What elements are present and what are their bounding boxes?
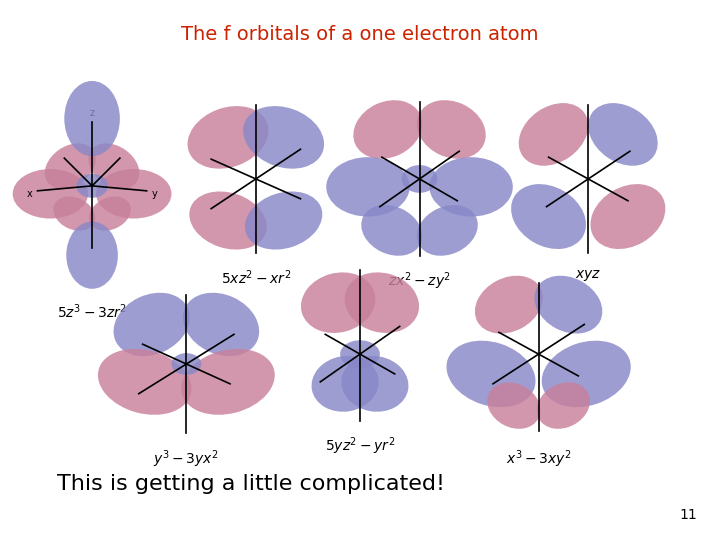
- Ellipse shape: [511, 184, 586, 249]
- Ellipse shape: [301, 272, 375, 333]
- Ellipse shape: [243, 106, 324, 168]
- Ellipse shape: [537, 382, 590, 429]
- Text: $xyz$: $xyz$: [575, 268, 601, 283]
- Ellipse shape: [171, 353, 201, 375]
- Text: $zx^2-zy^2$: $zx^2-zy^2$: [388, 270, 451, 292]
- Ellipse shape: [181, 349, 275, 415]
- Ellipse shape: [340, 340, 380, 368]
- Ellipse shape: [66, 221, 118, 289]
- Ellipse shape: [245, 192, 323, 249]
- Text: This is getting a little complicated!: This is getting a little complicated!: [58, 474, 446, 494]
- Ellipse shape: [541, 341, 631, 407]
- Ellipse shape: [89, 144, 140, 189]
- Text: $5yz^2-yr^2$: $5yz^2-yr^2$: [325, 435, 395, 457]
- Text: The f orbitals of a one electron atom: The f orbitals of a one electron atom: [181, 24, 539, 44]
- Ellipse shape: [402, 165, 437, 193]
- Ellipse shape: [487, 382, 541, 429]
- Ellipse shape: [518, 103, 588, 166]
- Ellipse shape: [183, 293, 259, 356]
- Ellipse shape: [429, 157, 513, 217]
- Ellipse shape: [96, 169, 171, 219]
- Ellipse shape: [45, 144, 96, 189]
- Ellipse shape: [446, 341, 536, 407]
- Ellipse shape: [188, 106, 269, 168]
- Text: x: x: [27, 189, 32, 199]
- Ellipse shape: [98, 349, 192, 415]
- Text: 11: 11: [680, 508, 698, 522]
- Ellipse shape: [114, 293, 190, 356]
- Ellipse shape: [361, 205, 422, 256]
- Ellipse shape: [417, 100, 486, 159]
- Ellipse shape: [590, 184, 665, 249]
- Ellipse shape: [354, 100, 422, 159]
- Ellipse shape: [189, 192, 266, 249]
- Ellipse shape: [534, 276, 603, 334]
- Ellipse shape: [76, 174, 108, 198]
- Ellipse shape: [475, 276, 543, 334]
- Text: z: z: [89, 107, 94, 118]
- Text: $y^3-3yx^2$: $y^3-3yx^2$: [153, 448, 220, 470]
- Text: y: y: [152, 189, 158, 199]
- Ellipse shape: [13, 169, 88, 219]
- Ellipse shape: [53, 197, 95, 231]
- Ellipse shape: [588, 103, 657, 166]
- Ellipse shape: [64, 81, 120, 156]
- Ellipse shape: [326, 157, 410, 217]
- Ellipse shape: [341, 356, 408, 411]
- Ellipse shape: [417, 205, 478, 256]
- Ellipse shape: [312, 356, 379, 411]
- Text: $5xz^2-xr^2$: $5xz^2-xr^2$: [220, 268, 291, 287]
- Text: $x^3-3xy^2$: $x^3-3xy^2$: [505, 448, 572, 470]
- Ellipse shape: [89, 197, 131, 231]
- Ellipse shape: [345, 272, 419, 333]
- Text: $5z^3-3zr^2$: $5z^3-3zr^2$: [57, 302, 127, 321]
